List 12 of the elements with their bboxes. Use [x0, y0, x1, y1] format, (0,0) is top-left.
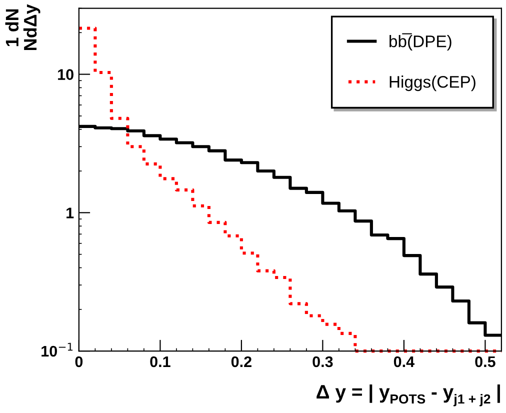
x-tick-label: 0.5 — [475, 356, 496, 368]
x-tick-label: 0.1 — [150, 356, 170, 368]
y-tick-label: 10 — [58, 69, 74, 80]
legend-label: bb̅(DPE) — [390, 33, 452, 51]
y-tick-label: 1 — [66, 208, 74, 218]
legend-label: Higgs(CEP) — [390, 76, 476, 92]
x-tick-label: 0.4 — [394, 356, 414, 368]
y-tick-label: 10$^{−1}$ — [42, 342, 73, 357]
x-tick-label: 0.3 — [312, 356, 333, 368]
x-tick-label: 0 — [75, 356, 83, 368]
x-tick-label: 0.2 — [231, 356, 252, 368]
y-axis-title: 1 dN NdΔy — [5, 4, 40, 50]
